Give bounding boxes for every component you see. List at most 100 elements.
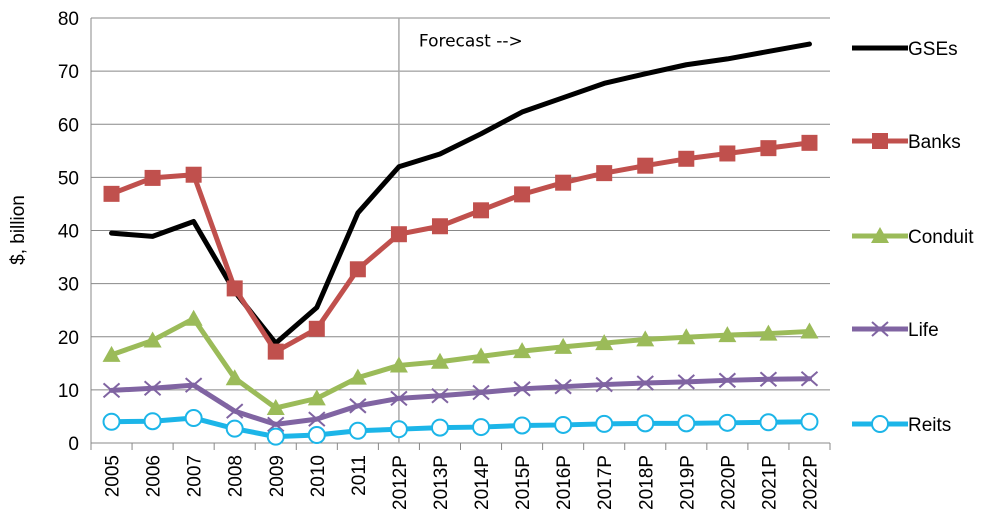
x-tick-label: 2017P: [595, 455, 616, 510]
series-line: [109, 41, 812, 346]
data-point: [759, 413, 778, 432]
data-point: [472, 347, 491, 364]
x-tick-label: 2010: [308, 455, 329, 497]
data-point: [719, 145, 736, 162]
data-point: [225, 419, 244, 438]
x-tick-label: 2011: [349, 455, 370, 496]
data-point: [226, 403, 244, 419]
series-line: [109, 376, 812, 427]
data-point: [759, 371, 778, 388]
data-point: [800, 412, 819, 431]
y-tick-label: 60: [58, 115, 79, 136]
data-point: [514, 186, 531, 203]
data-point: [472, 384, 490, 401]
x-tick-label: 2013P: [431, 455, 452, 510]
data-point: [348, 421, 367, 440]
data-point: [144, 169, 161, 186]
data-point: [431, 387, 449, 404]
y-tick-label: 30: [58, 275, 79, 296]
data-point: [718, 413, 737, 432]
data-point: [718, 372, 737, 389]
forecast-annotation: Forecast -->: [419, 32, 523, 52]
y-tick-label: 10: [58, 381, 79, 402]
data-point: [871, 415, 889, 433]
series-line: [109, 316, 812, 411]
y-tick-label: 0: [68, 434, 79, 455]
y-tick-label: 70: [58, 62, 79, 83]
x-tick-label: 2019P: [677, 455, 698, 510]
data-point: [348, 368, 367, 385]
data-point: [473, 202, 490, 219]
y-axis-ticks: 0 10 20 30 40 50 60 70 80: [58, 9, 79, 455]
x-tick-label: 2008: [226, 455, 247, 497]
legend-item-reits: Reits: [852, 415, 951, 436]
data-point: [677, 328, 696, 345]
data-point: [513, 381, 531, 397]
data-point: [266, 427, 285, 446]
data-point: [143, 331, 162, 348]
data-point: [349, 261, 366, 278]
data-point: [637, 157, 654, 174]
data-point: [595, 414, 614, 433]
x-tick-label: 2007: [185, 455, 206, 497]
data-point: [872, 133, 888, 149]
data-point: [677, 414, 696, 433]
data-point: [759, 324, 778, 341]
data-point: [267, 343, 284, 360]
data-point: [143, 412, 162, 431]
data-point: [349, 398, 367, 414]
data-point: [184, 377, 203, 393]
data-point: [102, 382, 121, 399]
y-tick-label: 80: [58, 9, 79, 30]
data-point: [390, 390, 408, 407]
data-point: [389, 420, 408, 439]
data-point: [554, 337, 573, 354]
data-point: [102, 345, 121, 362]
x-tick-label: 2006: [144, 455, 165, 497]
data-point: [554, 378, 572, 395]
data-point: [555, 174, 572, 191]
legend-label: GSEs: [908, 39, 958, 60]
data-point: [102, 412, 121, 431]
data-point: [636, 375, 654, 391]
x-tick-label: 2021P: [759, 455, 780, 510]
series-group: [102, 41, 819, 446]
x-tick-label: 2015P: [513, 455, 534, 510]
series-gses: [109, 41, 812, 346]
data-point: [800, 370, 819, 387]
series-banks: [103, 134, 818, 360]
data-point: [266, 398, 285, 415]
data-point: [596, 165, 613, 182]
data-point: [513, 342, 532, 359]
y-tick-label: 40: [58, 222, 79, 243]
data-point: [184, 309, 203, 326]
data-point: [801, 134, 818, 151]
data-point: [225, 369, 244, 386]
y-tick-label: 50: [58, 168, 79, 189]
x-tick-label: 2022P: [800, 455, 821, 510]
legend-label: Conduit: [908, 227, 974, 248]
x-tick-label: 2009: [267, 455, 288, 497]
x-tick-label: 2020P: [718, 455, 739, 510]
data-point: [636, 414, 655, 433]
series-line: [109, 140, 812, 355]
x-tick-label: 2016P: [554, 455, 575, 510]
data-point: [430, 418, 449, 437]
x-tick-label: 2018P: [636, 455, 657, 510]
data-point: [595, 376, 613, 393]
data-point: [185, 166, 202, 183]
data-point: [678, 150, 695, 167]
series-reits: [102, 409, 819, 446]
legend-item-conduit: Conduit: [852, 227, 974, 248]
data-point: [513, 416, 532, 435]
data-point: [390, 226, 407, 243]
y-axis-label: $, billion: [8, 195, 29, 265]
series-line: [109, 415, 812, 440]
data-point: [718, 326, 737, 343]
legend-label: Banks: [908, 132, 961, 153]
data-point: [307, 389, 326, 406]
data-point: [226, 280, 243, 297]
data-point: [308, 411, 326, 427]
data-point: [472, 418, 491, 437]
